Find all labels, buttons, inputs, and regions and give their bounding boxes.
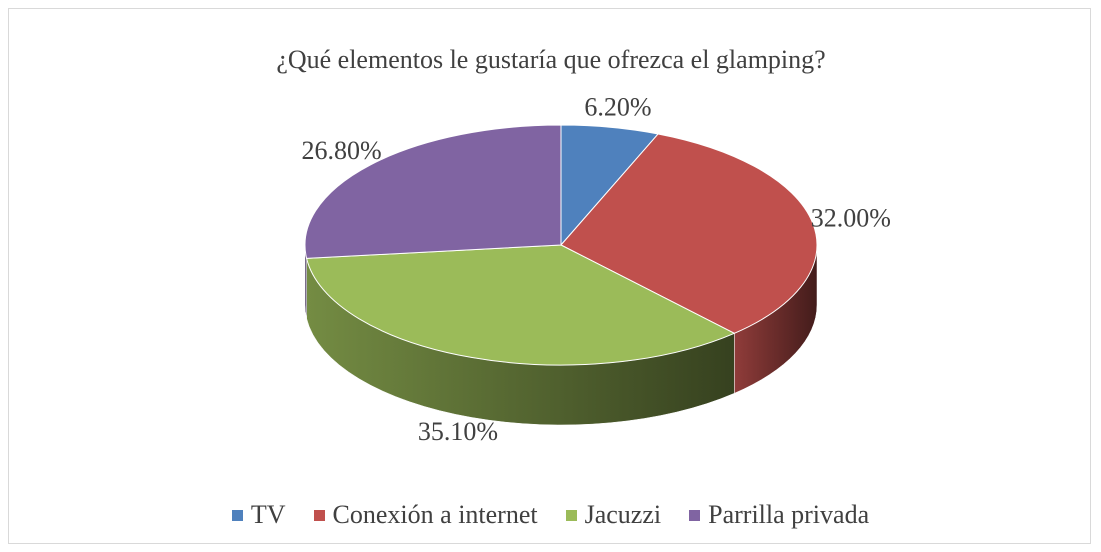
chart-frame <box>8 8 1091 544</box>
legend-label: Conexión a internet <box>332 500 538 529</box>
legend-label: Jacuzzi <box>584 500 662 529</box>
legend-item: Parrilla privada <box>689 500 869 530</box>
legend: TV Conexión a internet Jacuzzi Parrilla pri… <box>0 500 1101 530</box>
legend-swatch <box>313 509 325 521</box>
data-label: 6.20% <box>584 93 651 122</box>
legend-label: Parrilla privada <box>708 500 870 529</box>
pie-slice <box>304 124 562 259</box>
data-label: 32.00% <box>811 204 891 233</box>
legend-item: TV <box>231 500 286 530</box>
legend-swatch <box>689 509 701 521</box>
data-label: 35.10% <box>418 417 498 446</box>
legend-swatch <box>231 509 243 521</box>
data-label: 26.80% <box>301 136 381 165</box>
pie-slice <box>305 244 736 366</box>
pie-slice <box>560 133 818 334</box>
legend-label: TV <box>250 500 286 529</box>
legend-item: Jacuzzi <box>565 500 662 530</box>
legend-swatch <box>565 509 577 521</box>
chart-title: ¿Qué elementos le gustaría que ofrezca e… <box>276 45 825 74</box>
legend-item: Conexión a internet <box>313 500 538 530</box>
